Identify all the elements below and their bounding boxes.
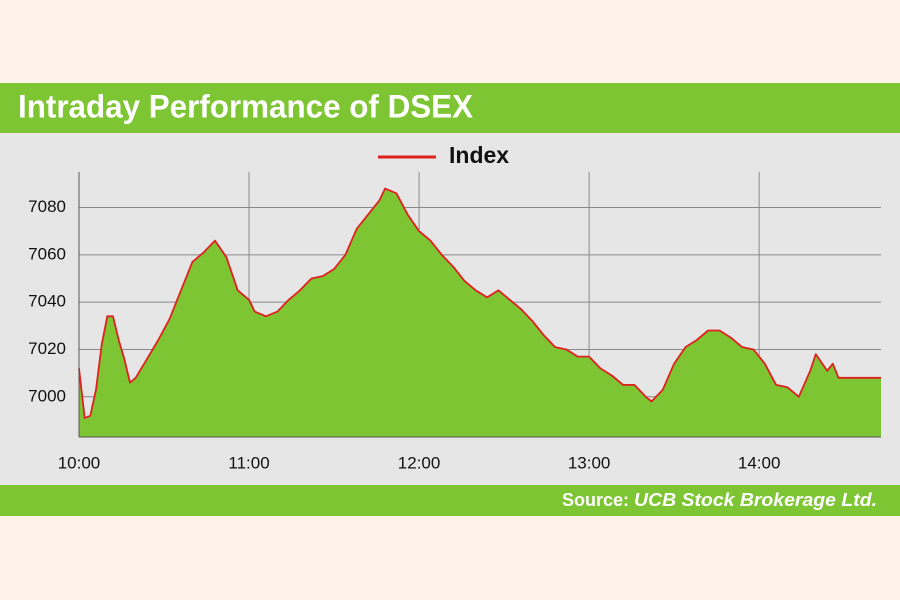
y-tick-label: 7020: [28, 339, 66, 358]
legend-label: Index: [449, 142, 509, 168]
source-text: UCB Stock Brokerage Ltd.: [634, 490, 877, 510]
x-tick-label: 10:00: [58, 453, 101, 472]
chart-title: Intraday Performance of DSEX: [18, 88, 474, 124]
footer-band: [0, 485, 900, 516]
x-tick-label: 14:00: [738, 453, 781, 472]
y-tick-label: 7080: [28, 197, 66, 216]
title-band: [0, 83, 900, 133]
area-fill: [79, 188, 881, 437]
y-tick-label: 7040: [28, 292, 66, 311]
x-tick-label: 12:00: [398, 453, 441, 472]
line: [78, 187, 881, 419]
y-tick-label: 7060: [28, 244, 66, 263]
y-tick-label: 7000: [28, 386, 66, 405]
x-tick-label: 11:00: [228, 453, 269, 472]
x-tick-label: 13:00: [568, 453, 611, 472]
source-label: Source:: [562, 490, 629, 510]
